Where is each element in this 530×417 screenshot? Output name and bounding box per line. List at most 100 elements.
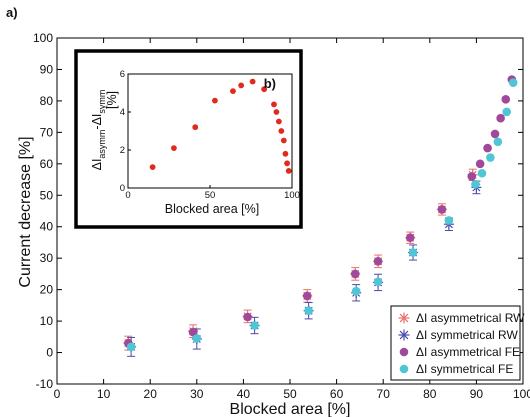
y-tick-label: 80 [40, 94, 54, 108]
inset-x-tick-label: 100 [284, 190, 300, 201]
legend: ΔI asymmetrical RW ΔI symmetrical RW ΔI … [390, 305, 525, 381]
point-sym-fe [126, 342, 136, 352]
inset-x-tick-label: 0 [125, 190, 130, 201]
inset-y-tick-label: 4 [120, 107, 125, 118]
inset-point [275, 118, 282, 125]
legend-marker [399, 364, 409, 374]
y-axis-title: Current decrease [%] [17, 136, 34, 287]
x-tick-label: 100 [513, 387, 530, 401]
point-sym-fe [373, 277, 383, 287]
point-sym-fe [351, 286, 361, 296]
legend-markers [398, 312, 410, 374]
legend-label-asym-rw: ΔI asymmetrical RW [416, 311, 525, 325]
inset-y-main: ΔI [90, 159, 104, 171]
legend-label-asym-fe: ΔI asymmetrical FE [416, 345, 520, 359]
point-sym-fe [192, 334, 202, 343]
x-tick-label: 50 [283, 387, 297, 401]
y-tick-label: 20 [40, 283, 54, 297]
y-tick-label: -10 [36, 377, 54, 391]
x-tick-label: 10 [97, 387, 111, 401]
inset-point [192, 124, 199, 131]
inset-point [278, 128, 285, 134]
inset-y-tick-label: 2 [120, 145, 125, 156]
inset-point [212, 97, 218, 104]
y-tick-label: 60 [40, 157, 54, 171]
inset-x-tick-label: 50 [205, 190, 216, 201]
panel-a-label: a) [6, 5, 18, 20]
legend-marker [398, 312, 410, 324]
point-asym-fe [501, 95, 511, 104]
point-asym-fe [496, 113, 505, 123]
inset-y-tick-label: 0 [120, 183, 125, 194]
panel-b-label: b) [264, 76, 276, 91]
y-tick-label: 0 [46, 346, 53, 360]
x-tick-label: 70 [377, 387, 391, 401]
point-asym-fe [483, 143, 492, 153]
y-tick-label: 10 [40, 314, 54, 328]
point-sym-fe [444, 216, 454, 225]
legend-marker-stroke [399, 313, 409, 323]
point-sym-fe [508, 78, 518, 87]
inset-point [285, 168, 292, 174]
inset-point [149, 164, 156, 171]
inset-ticks: 0 50 100 0 2 4 6 [120, 69, 300, 201]
point-sym-fe [408, 248, 418, 257]
legend-label-sym-fe: ΔI symmetrical FE [416, 362, 513, 376]
point-asym-fe [467, 172, 477, 181]
y-tick-label: 100 [33, 31, 53, 45]
inset-point [230, 88, 236, 94]
x-tick-label: 90 [470, 387, 484, 401]
inset-point [284, 160, 290, 167]
legend-label-sym-rw: ΔI symmetrical RW [416, 328, 518, 342]
x-tick-label: 30 [190, 387, 204, 401]
inset-series [149, 78, 292, 174]
point-asym-fe [350, 269, 360, 279]
inset-y-unit: [%] [105, 91, 119, 109]
point-sym-fe [477, 168, 487, 178]
inset-frame [74, 49, 303, 229]
main-ticks: 0 10 20 30 40 50 60 70 80 90 100-10010203040506070… [33, 31, 530, 401]
point-asym-fe [373, 257, 383, 266]
point-sym-fe [471, 179, 480, 189]
inset-x-axis-title: Blocked area [%] [165, 202, 260, 216]
inset-point [273, 109, 280, 115]
point-sym-fe [250, 321, 259, 330]
x-axis-title: Blocked area [%] [230, 401, 351, 417]
inset-point [282, 150, 289, 157]
x-tick-label: 20 [144, 387, 158, 401]
inset-point [271, 101, 277, 108]
inset-point [280, 137, 287, 144]
point-asym-fe [188, 327, 198, 337]
x-tick-label: 60 [330, 387, 344, 401]
point-asym-fe [475, 159, 485, 169]
point-sym-fe [304, 306, 313, 316]
x-tick-label: 40 [237, 387, 251, 401]
inset-y-sub1: asymm [97, 130, 107, 159]
inset-y-axis-title: ΔIasymm-ΔIsymm [90, 90, 107, 171]
x-tick-label: 0 [54, 387, 61, 401]
point-sym-fe [486, 153, 495, 162]
legend-marker [399, 347, 409, 357]
inset-y-tick-label: 6 [120, 69, 125, 80]
y-tick-label: 50 [40, 188, 54, 202]
y-tick-label: 70 [40, 125, 54, 139]
point-asym-fe [405, 233, 415, 243]
inset-y-mid: -ΔI [90, 114, 104, 130]
x-tick-label: 80 [423, 387, 437, 401]
inset-point [238, 82, 245, 89]
point-asym-fe [302, 291, 312, 301]
point-asym-fe [490, 129, 500, 139]
inset-y-sub2: symm [97, 90, 107, 114]
inset-panel: 0 50 100 0 2 4 6 b) Blocked area [%] ΔIasymm-Δ… [74, 49, 303, 229]
legend-marker-stroke [399, 330, 409, 340]
y-tick-label: 90 [40, 62, 54, 76]
main-series [123, 75, 518, 357]
point-asym-fe [243, 312, 252, 322]
y-tick-label: 40 [40, 220, 54, 234]
point-asym-fe [437, 205, 447, 214]
legend-box [390, 305, 521, 381]
point-sym-fe [493, 137, 503, 147]
y-tick-label: 30 [40, 251, 54, 265]
legend-marker [398, 329, 410, 341]
